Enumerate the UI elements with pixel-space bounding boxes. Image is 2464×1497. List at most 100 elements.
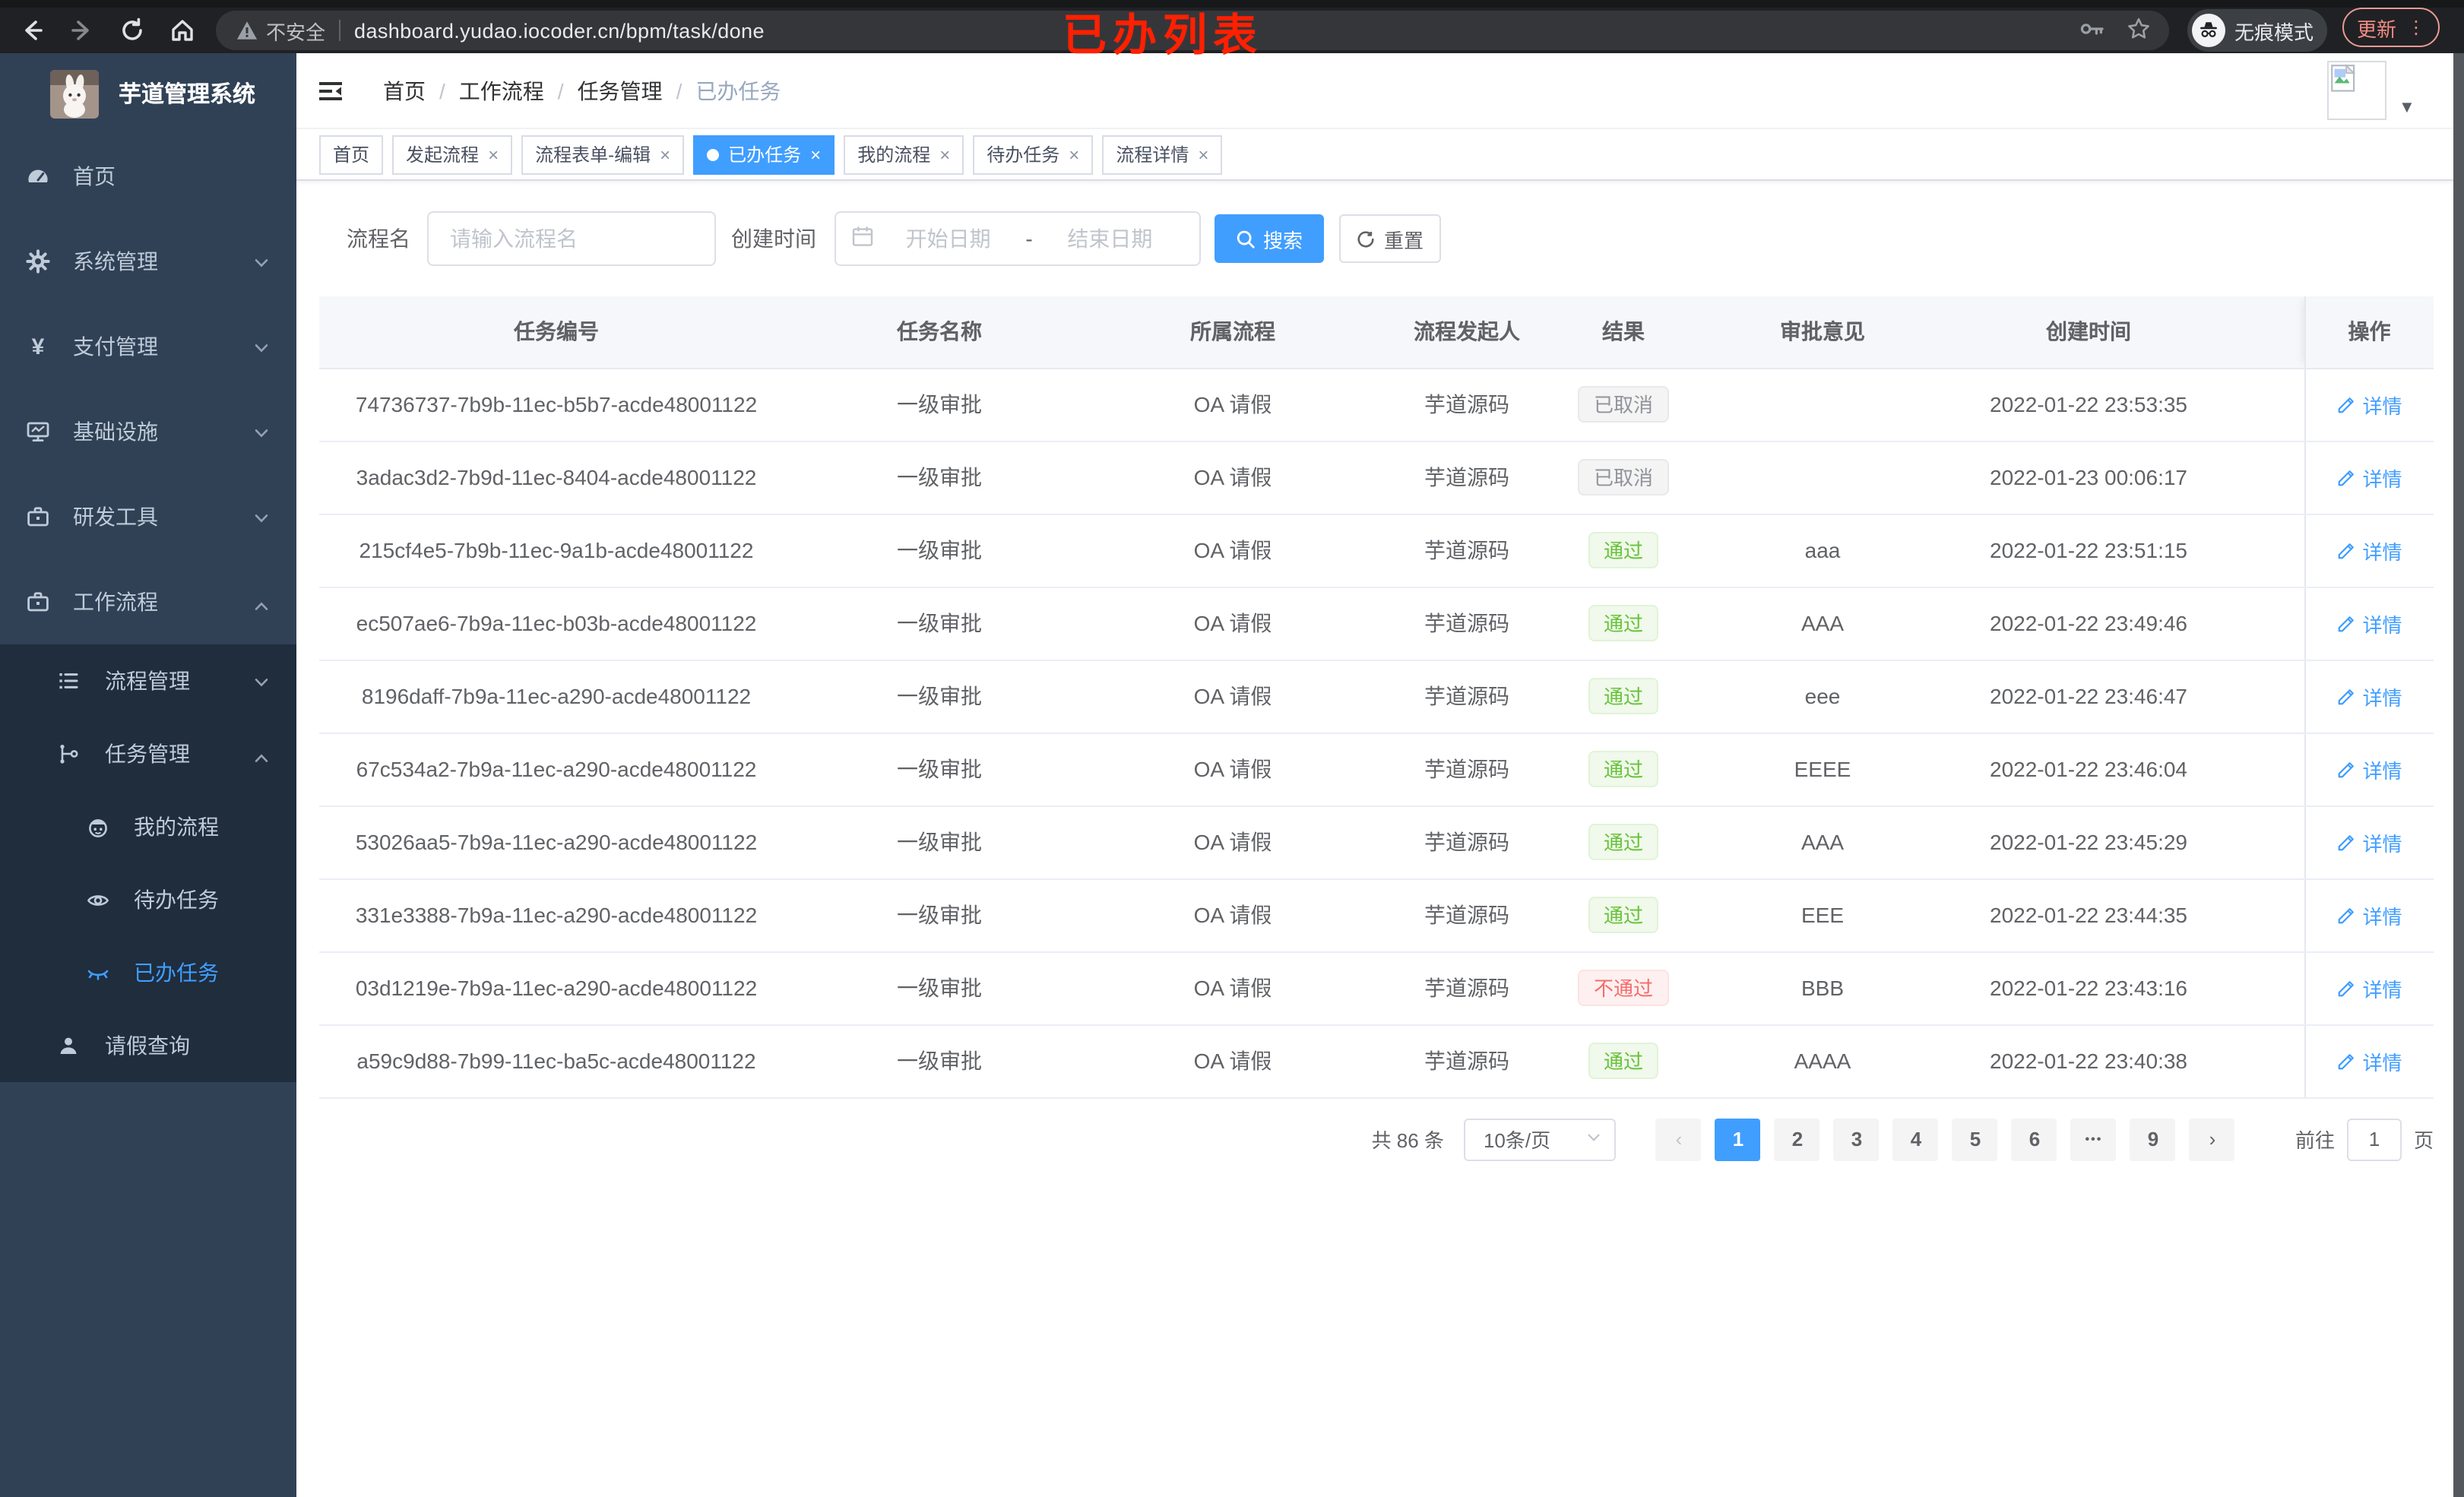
close-icon[interactable]: ×	[488, 144, 499, 165]
browser-menu-icon[interactable]: ⋮	[2407, 17, 2425, 38]
sidebar-item-task-management[interactable]: 任务管理	[0, 717, 296, 790]
sidebar-logo[interactable]: 芋道管理系统	[0, 53, 296, 134]
table-row: 8196daff-7b9a-11ec-a290-acde48001122 一级审批…	[319, 660, 2434, 733]
update-button[interactable]: 更新 ⋮	[2342, 8, 2440, 47]
tab-todo-tasks[interactable]: 待办任务 ×	[973, 135, 1094, 174]
detail-button[interactable]: 详情	[2336, 390, 2402, 419]
breadcrumb-task-management[interactable]: 任务管理	[577, 79, 663, 103]
process-name-field[interactable]	[450, 226, 714, 251]
tab-done-tasks[interactable]: 已办任务 ×	[693, 135, 835, 174]
sidebar-item-leave-query[interactable]: 请假查询	[0, 1009, 296, 1082]
sidebar-item-infrastructure[interactable]: 基础设施	[0, 389, 296, 474]
browser-home-icon[interactable]	[166, 14, 199, 47]
page-button[interactable]: 3	[1833, 1118, 1880, 1160]
detail-button[interactable]: 详情	[2336, 536, 2402, 565]
not-secure-icon	[236, 20, 258, 41]
browser-reload-icon[interactable]	[116, 14, 149, 47]
search-button[interactable]: 搜索	[1215, 214, 1324, 263]
breadcrumb-workflow[interactable]: 工作流程	[458, 79, 544, 103]
status-badge: 不通过	[1578, 970, 1668, 1006]
detail-button[interactable]: 详情	[2336, 682, 2402, 711]
app-title: 芋道管理系统	[119, 82, 256, 108]
col-opinion: 审批意见	[1693, 296, 1952, 369]
create-time-label: 创建时间	[731, 226, 816, 251]
page-button[interactable]: 5	[1952, 1118, 1998, 1160]
status-badge: 通过	[1588, 751, 1658, 787]
table-row: 74736737-7b9b-11ec-b5b7-acde48001122 一级审批…	[319, 368, 2434, 442]
filter-form: 流程名 创建时间 开始日期 - 结束日期	[347, 211, 2441, 266]
detail-button[interactable]: 详情	[2336, 755, 2402, 783]
detail-button[interactable]: 详情	[2336, 973, 2402, 1002]
sidebar-item-system[interactable]: 系统管理	[0, 219, 296, 304]
goto-page-input[interactable]	[2346, 1118, 2402, 1160]
eye-closed-icon	[87, 962, 109, 983]
key-icon[interactable]	[2079, 17, 2105, 43]
navbar: 首页 / 工作流程 / 任务管理 / 已办任务 ?	[296, 53, 2464, 129]
more-pages-button[interactable]: •••	[2070, 1118, 2117, 1160]
caret-down-icon[interactable]: ▼	[2399, 99, 2415, 117]
process-name-input[interactable]	[427, 211, 716, 266]
next-page-button[interactable]: ›	[2189, 1118, 2235, 1160]
sidebar-item-devtools[interactable]: 研发工具	[0, 474, 296, 559]
url-text[interactable]: dashboard.yudao.iocoder.cn/bpm/task/done	[354, 19, 765, 42]
detail-button[interactable]: 详情	[2336, 1046, 2402, 1075]
end-date-placeholder[interactable]: 结束日期	[1067, 226, 1153, 251]
detail-button[interactable]: 详情	[2336, 900, 2402, 929]
reset-button[interactable]: 重置	[1339, 214, 1441, 263]
sidebar-item-my-process[interactable]: 我的流程	[0, 790, 296, 863]
breadcrumb-home[interactable]: 首页	[383, 79, 426, 103]
chevron-down-icon	[252, 672, 271, 696]
browser-forward-icon[interactable]	[65, 14, 99, 47]
tab-home[interactable]: 首页	[319, 135, 384, 174]
close-icon[interactable]: ×	[1198, 144, 1209, 165]
col-task-name: 任务名称	[793, 296, 1085, 369]
sidebar-item-process-management[interactable]: 流程管理	[0, 644, 296, 717]
close-icon[interactable]: ×	[1069, 144, 1080, 165]
avatar[interactable]	[2327, 61, 2386, 120]
start-date-placeholder[interactable]: 开始日期	[905, 226, 991, 251]
incognito-label: 无痕模式	[2234, 21, 2314, 43]
close-icon[interactable]: ×	[660, 144, 671, 165]
sidebar-item-done-tasks[interactable]: 已办任务	[0, 936, 296, 1009]
sidebar-item-todo-tasks[interactable]: 待办任务	[0, 863, 296, 936]
tab-form-edit[interactable]: 流程表单-编辑 ×	[521, 135, 685, 174]
security-label[interactable]: 不安全	[266, 21, 326, 43]
page-button[interactable]: 6	[2011, 1118, 2057, 1160]
sidebar-item-payment[interactable]: ¥ 支付管理	[0, 304, 296, 389]
address-bar[interactable]: 不安全 dashboard.yudao.iocoder.cn/bpm/task/…	[216, 11, 2169, 50]
table-row: a59c9d88-7b99-11ec-ba5c-acde48001122 一级审批…	[319, 1024, 2434, 1098]
page-button[interactable]: 9	[2130, 1118, 2176, 1160]
tab-process-detail[interactable]: 流程详情 ×	[1102, 135, 1223, 174]
page-button[interactable]: 1	[1715, 1118, 1761, 1160]
scrollbar[interactable]	[2453, 53, 2464, 1497]
close-icon[interactable]: ×	[939, 144, 951, 165]
table-row: 3adac3d2-7b9d-11ec-8404-acde48001122 一级审批…	[319, 441, 2434, 514]
detail-button[interactable]: 详情	[2336, 609, 2402, 638]
eye-icon	[87, 889, 109, 910]
sidebar-item-home[interactable]: 首页	[0, 134, 296, 219]
col-actions: 操作	[2304, 296, 2434, 369]
browser-back-icon[interactable]	[15, 14, 49, 47]
annotation-text: 已办列表	[1063, 12, 1264, 61]
date-range-picker[interactable]: 开始日期 - 结束日期	[835, 211, 1201, 266]
page-button[interactable]: 2	[1774, 1118, 1820, 1160]
page-size-select[interactable]: 10条/页	[1463, 1118, 1616, 1160]
briefcase-icon	[26, 590, 50, 614]
hamburger-icon[interactable]	[318, 78, 345, 112]
tab-start-process[interactable]: 发起流程 ×	[392, 135, 513, 174]
status-badge: 已取消	[1578, 386, 1668, 423]
page-button[interactable]: 4	[1892, 1118, 1939, 1160]
prev-page-button[interactable]: ‹	[1655, 1118, 1702, 1160]
close-icon[interactable]: ×	[810, 144, 822, 165]
chevron-down-icon	[252, 252, 271, 277]
table-row: ec507ae6-7b9a-11ec-b03b-acde48001122 一级审批…	[319, 587, 2434, 660]
detail-button[interactable]: 详情	[2336, 463, 2402, 492]
detail-button[interactable]: 详情	[2336, 828, 2402, 856]
status-badge: 通过	[1588, 678, 1658, 714]
omnibox-divider	[339, 20, 341, 41]
tab-my-process[interactable]: 我的流程 ×	[844, 135, 964, 174]
col-filler	[2225, 296, 2304, 369]
incognito-badge: 无痕模式	[2187, 9, 2327, 52]
sidebar-item-workflow[interactable]: 工作流程	[0, 559, 296, 644]
bookmark-star-icon[interactable]	[2127, 16, 2151, 45]
